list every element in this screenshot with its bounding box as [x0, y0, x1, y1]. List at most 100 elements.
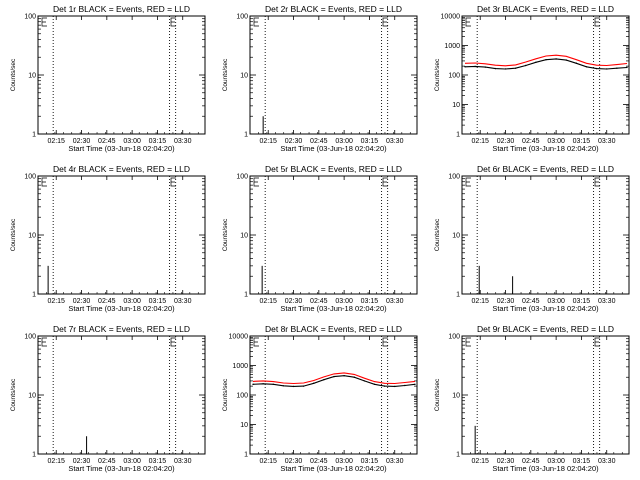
y-tick-label: 100	[236, 14, 248, 21]
x-tick-label: 03:00	[547, 298, 565, 305]
x-tick-label: 02:15	[47, 138, 65, 145]
x-tick-label: 03:15	[573, 298, 591, 305]
corner-mark	[465, 17, 471, 27]
x-tick-label: 02:30	[73, 458, 91, 465]
y-axis-label: Counts/sec	[10, 218, 17, 251]
x-tick-label: 02:15	[259, 138, 277, 145]
y-tick-label: 100	[236, 393, 248, 400]
x-tick-label: 02:30	[285, 138, 303, 145]
x-tick-label: 02:45	[310, 138, 328, 145]
x-tick-label: 03:00	[547, 458, 565, 465]
corner-mark	[170, 177, 176, 187]
x-tick-label: 02:30	[73, 138, 91, 145]
y-tick-label: 10	[28, 73, 36, 80]
corner-mark	[465, 337, 471, 347]
x-tick-label: 03:00	[123, 138, 141, 145]
plot-frame	[249, 335, 418, 455]
x-tick-label: 02:15	[47, 298, 65, 305]
x-tick-label: 02:15	[471, 138, 489, 145]
x-tick-label: 02:45	[98, 298, 116, 305]
x-tick-label: 02:45	[98, 458, 116, 465]
corner-mark	[170, 17, 176, 27]
x-axis-label: Start Time (03-Jun-18 02:04:20)	[280, 464, 387, 473]
plot-frame	[37, 175, 206, 295]
events-point	[404, 384, 406, 387]
events-point	[353, 376, 355, 378]
plot-frame	[461, 335, 630, 455]
x-tick-label: 02:15	[259, 298, 277, 305]
x-tick-label: 02:45	[522, 138, 540, 145]
events-point	[262, 383, 264, 385]
events-point	[535, 61, 537, 63]
y-tick-label: 100	[24, 334, 36, 341]
x-tick-label: 03:15	[361, 138, 379, 145]
plot-frame	[249, 175, 418, 295]
panel-2: Det 2r BLACK = Events, RED = LLD 1 10 100 02…	[222, 4, 418, 153]
corner-mark	[594, 337, 600, 347]
plot-frame	[461, 175, 630, 295]
x-tick-label: 03:15	[573, 458, 591, 465]
panel-3: Det 3r BLACK = Events, RED = LLD 1 10 100 10…	[434, 4, 630, 153]
x-tick-label: 03:30	[386, 298, 404, 305]
x-tick-label: 02:30	[497, 138, 515, 145]
x-tick-label: 03:00	[123, 298, 141, 305]
plot-frame	[37, 335, 206, 455]
panel-title: Det 8r BLACK = Events, RED = LLD	[265, 324, 402, 334]
y-tick-label: 100	[448, 174, 460, 181]
events-point	[414, 383, 416, 386]
y-tick-label: 1	[244, 452, 248, 459]
x-tick-label: 03:00	[123, 458, 141, 465]
corner-mark	[382, 337, 388, 347]
x-tick-label: 02:45	[310, 458, 328, 465]
y-tick-label: 100	[24, 14, 36, 21]
events-point	[282, 385, 285, 387]
events-point	[343, 375, 345, 377]
events-point	[313, 382, 315, 384]
y-tick-label: 1	[244, 292, 248, 299]
events-point	[323, 379, 325, 381]
corner-mark	[253, 17, 259, 27]
x-tick-label: 03:30	[386, 458, 404, 465]
panel-title: Det 4r BLACK = Events, RED = LLD	[53, 164, 190, 174]
corner-mark	[594, 177, 600, 187]
events-point	[514, 67, 517, 69]
x-tick-label: 02:30	[285, 458, 303, 465]
x-tick-label: 03:15	[149, 458, 167, 465]
events-point	[464, 66, 466, 68]
y-tick-label: 10	[240, 233, 248, 240]
y-tick-label: 1	[32, 452, 36, 459]
x-tick-label: 02:30	[497, 298, 515, 305]
x-axis-label: Start Time (03-Jun-18 02:04:20)	[68, 464, 175, 473]
x-axis-label: Start Time (03-Jun-18 02:04:20)	[492, 144, 599, 153]
events-point	[555, 58, 557, 60]
x-axis-label: Start Time (03-Jun-18 02:04:20)	[492, 464, 599, 473]
corner-mark	[41, 177, 47, 187]
events-point	[616, 67, 618, 69]
x-tick-label: 03:30	[598, 458, 616, 465]
y-tick-label: 10	[452, 233, 460, 240]
y-tick-label: 100	[236, 174, 248, 181]
y-tick-label: 100	[24, 174, 36, 181]
corner-mark	[41, 17, 47, 27]
events-point	[373, 383, 376, 386]
corner-mark	[253, 337, 259, 347]
y-tick-label: 1	[32, 292, 36, 299]
y-tick-label: 1	[456, 132, 460, 139]
events-point	[565, 59, 567, 61]
x-tick-label: 02:30	[497, 458, 515, 465]
y-tick-label: 10	[28, 393, 36, 400]
y-tick-label: 100	[448, 334, 460, 341]
panel-title: Det 9r BLACK = Events, RED = LLD	[477, 324, 614, 334]
x-axis-label: Start Time (03-Jun-18 02:04:20)	[280, 304, 387, 313]
x-tick-label: 02:15	[471, 458, 489, 465]
y-tick-label: 1000	[232, 363, 248, 370]
plot-frame	[461, 15, 630, 135]
x-tick-label: 02:45	[98, 138, 116, 145]
y-axis-label: Counts/sec	[222, 218, 229, 251]
corner-mark	[594, 17, 600, 27]
x-tick-label: 02:45	[522, 298, 540, 305]
x-tick-label: 03:30	[598, 298, 616, 305]
x-tick-label: 03:00	[335, 138, 353, 145]
y-tick-label: 10	[240, 73, 248, 80]
x-tick-label: 03:15	[149, 298, 167, 305]
